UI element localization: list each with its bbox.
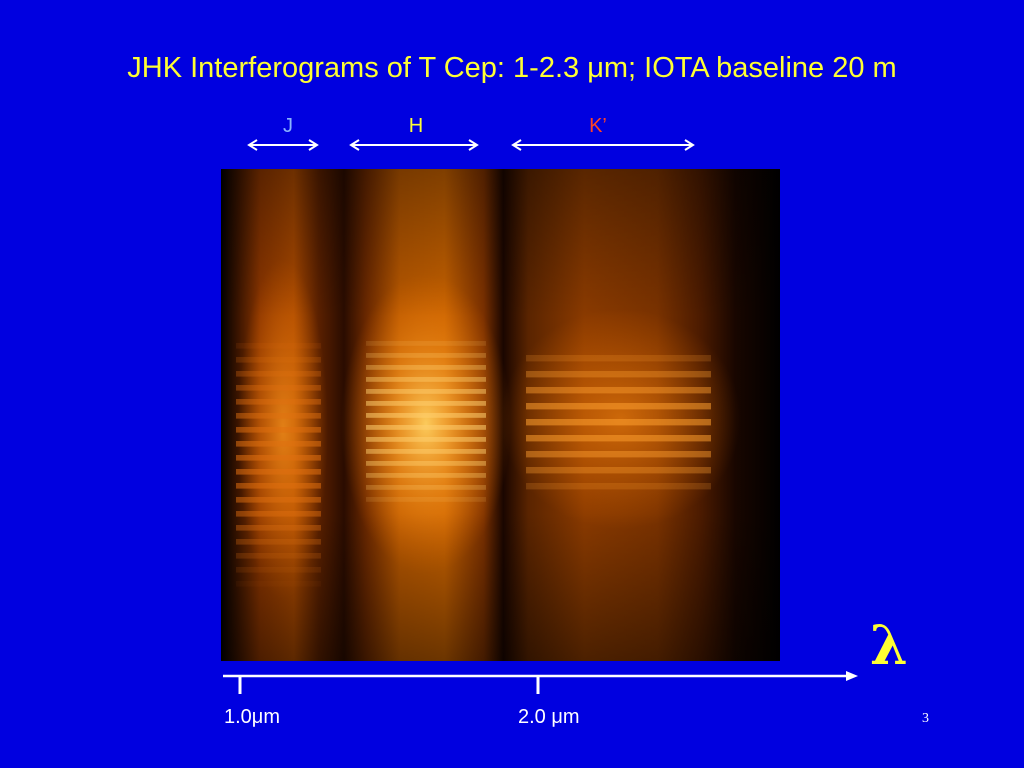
tick-label-1um: 1.0μm (224, 706, 280, 728)
band-range-j-arrow (247, 139, 319, 151)
slide-title: JHK Interferograms of T Cep: 1-2.3 μm; I… (127, 52, 897, 84)
band-range-k-arrow (511, 139, 695, 151)
lambda-symbol: λ (870, 613, 908, 677)
band-label-j: J (283, 115, 293, 137)
band-label-h: H (408, 115, 424, 137)
band-range-h-arrow (349, 139, 479, 151)
band-label-k: K’ (589, 115, 607, 137)
tick-label-2um: 2.0 μm (518, 706, 580, 728)
interferogram-image (221, 169, 780, 661)
page-number: 3 (922, 711, 929, 726)
